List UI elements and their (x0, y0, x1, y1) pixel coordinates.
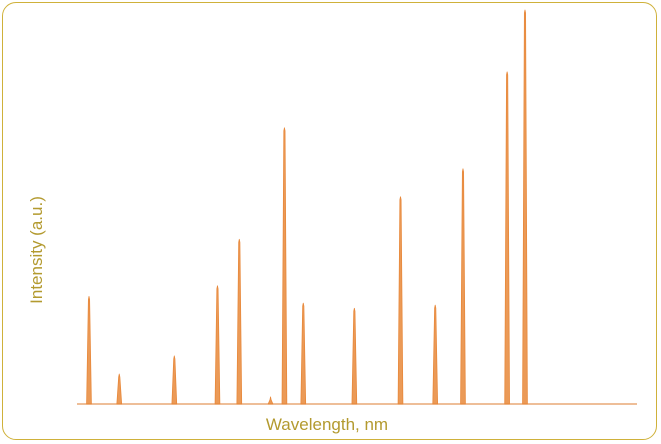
x-axis-label: Wavelength, nm (266, 415, 388, 434)
spectrum-peak-5 (267, 396, 274, 405)
spectrum-peak-13 (522, 9, 528, 405)
y-axis-label: Intensity (a.u.) (27, 196, 46, 304)
spectrum-peak-11 (460, 168, 466, 405)
spectrum-peak-8 (351, 307, 358, 405)
spectrum-peak-9 (397, 196, 404, 405)
spectrum-peak-3 (214, 285, 221, 405)
spectrum-peak-2 (171, 355, 178, 405)
spectrum-peak-12 (504, 71, 510, 405)
spectrum-peak-4 (236, 238, 243, 405)
spectrum-peak-6 (281, 127, 288, 405)
spectrum-peak-0 (86, 296, 92, 405)
spectrum-peaks (86, 9, 528, 405)
spectrum-peak-7 (300, 302, 307, 405)
spectrum-peak-1 (116, 373, 123, 405)
spectrum-peak-10 (432, 304, 439, 405)
chart-frame (2, 2, 657, 440)
